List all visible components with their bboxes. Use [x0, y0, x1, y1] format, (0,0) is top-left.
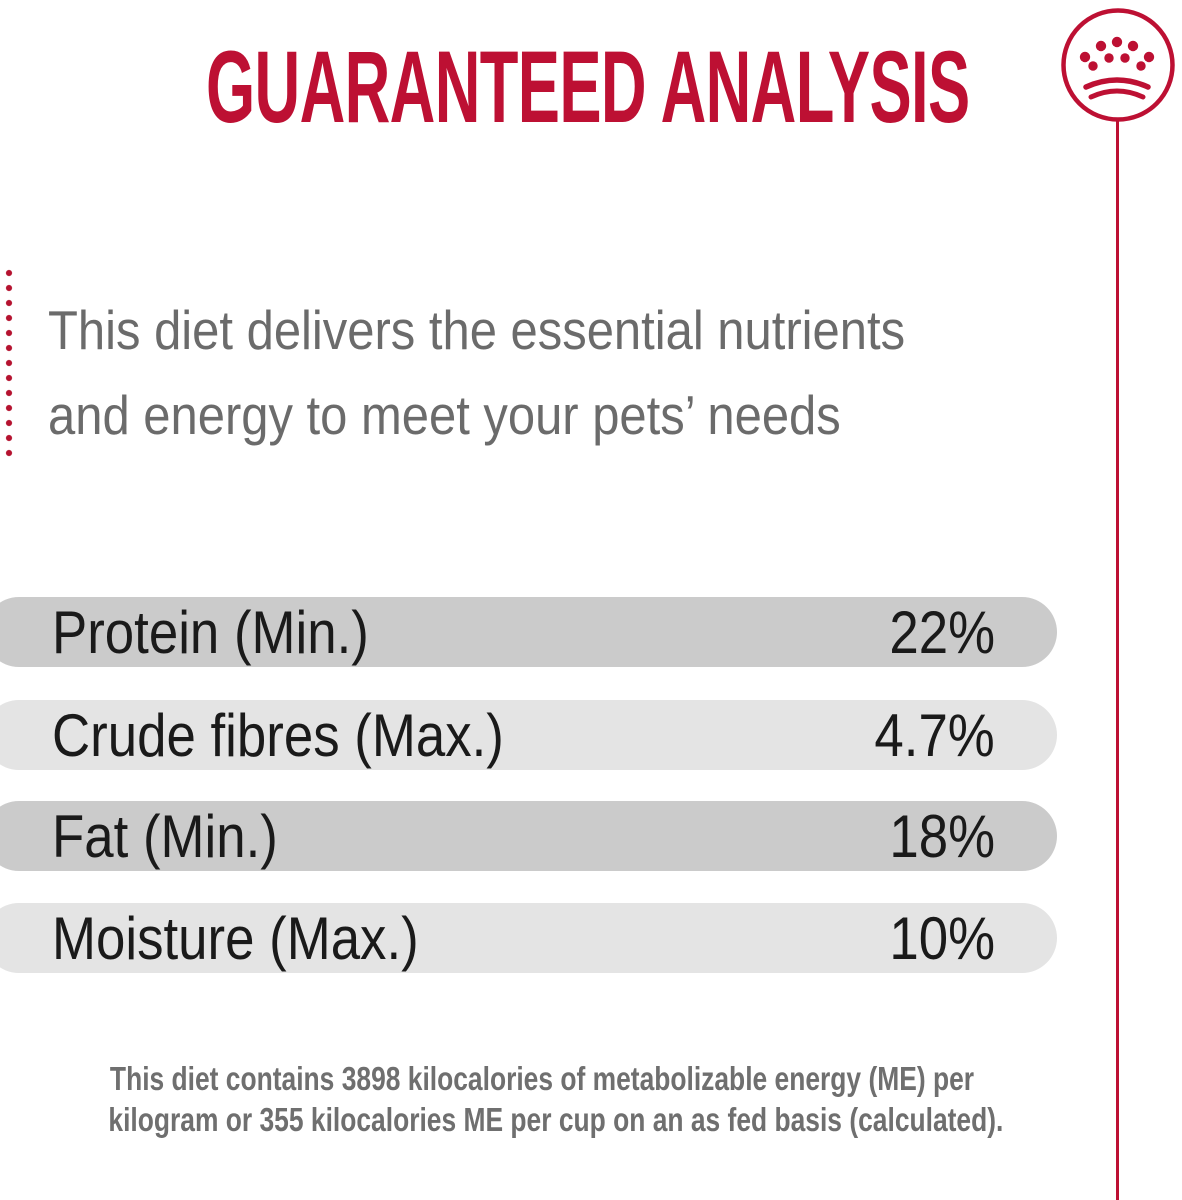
- calorie-note-line-2: kilogram or 355 kilocalories ME per cup …: [108, 1101, 1004, 1138]
- calorie-note-line-1: This diet contains 3898 kilocalories of …: [109, 1060, 975, 1097]
- intro-line-2: and energy to meet your pets’ needs: [48, 384, 841, 446]
- nutrient-value: 10%: [889, 904, 995, 972]
- nutrient-value: 18%: [889, 802, 995, 870]
- nutrient-label: Protein (Min.): [52, 598, 369, 666]
- nutrient-value: 22%: [889, 598, 995, 666]
- nutrient-value: 4.7%: [874, 701, 995, 769]
- nutrient-row-fat: Fat (Min.) 18%: [0, 801, 1057, 871]
- nutrient-label: Fat (Min.): [52, 802, 278, 870]
- royal-canin-logo: [1060, 7, 1176, 123]
- dotted-accent-line: [5, 266, 13, 462]
- nutrient-row-crude-fibres: Crude fibres (Max.) 4.7%: [0, 700, 1057, 770]
- calorie-content-note: This diet contains 3898 kilocalories of …: [108, 1058, 1003, 1140]
- page-title: GUARANTEED ANALYSIS: [205, 30, 970, 144]
- intro-line-1: This diet delivers the essential nutrien…: [48, 299, 906, 361]
- nutrient-label: Moisture (Max.): [52, 904, 419, 972]
- crown-icon: [1061, 8, 1175, 122]
- nutrient-row-moisture: Moisture (Max.) 10%: [0, 903, 1057, 973]
- nutrient-label: Crude fibres (Max.): [52, 701, 504, 769]
- nutrient-row-protein: Protein (Min.) 22%: [0, 597, 1057, 667]
- intro-paragraph: This diet delivers the essential nutrien…: [48, 288, 905, 458]
- vertical-accent-line: [1116, 120, 1119, 1200]
